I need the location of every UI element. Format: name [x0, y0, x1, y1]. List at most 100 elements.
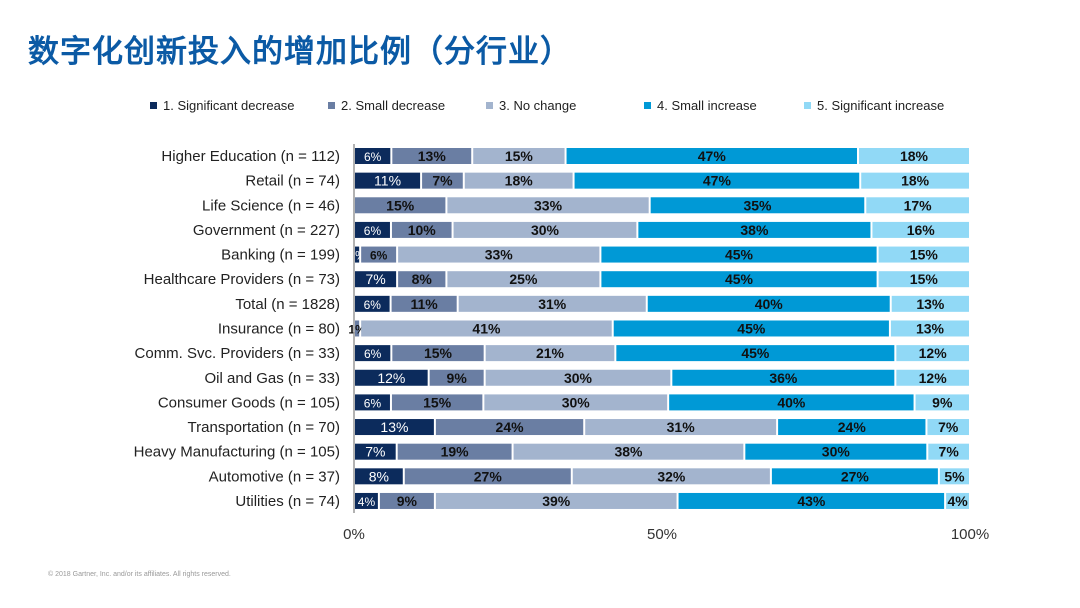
category-label: Utilities (n = 74) — [235, 493, 340, 510]
data-label: 33% — [534, 197, 563, 213]
data-label: 25% — [509, 271, 538, 287]
bar-segment — [647, 295, 890, 312]
bar-segment — [355, 320, 360, 337]
data-label: 32% — [657, 468, 686, 484]
bar-segment — [355, 148, 391, 164]
data-label: 18% — [901, 173, 930, 189]
bar-segment — [391, 295, 457, 312]
data-label: 13% — [418, 148, 447, 164]
bar-segment — [361, 246, 397, 263]
data-label: 16% — [907, 222, 936, 238]
x-tick-label: 0% — [343, 526, 365, 543]
data-label: 8% — [369, 468, 389, 484]
x-tick-label: 50% — [647, 526, 677, 543]
bar-segment — [355, 197, 446, 214]
legend-label: 4. Small increase — [657, 98, 757, 113]
data-label: 43% — [797, 493, 826, 509]
bar-segment — [473, 148, 565, 164]
category-label: Retail (n = 74) — [245, 173, 340, 190]
bar-segment — [447, 197, 649, 214]
bar-segment — [355, 295, 390, 312]
data-label: 6% — [364, 298, 382, 312]
data-label: 38% — [740, 222, 769, 238]
bar-segment — [866, 197, 969, 214]
bar-segment — [398, 246, 600, 263]
bar-segment — [355, 394, 390, 411]
category-label: Transportation (n = 70) — [188, 419, 340, 436]
data-label: 45% — [725, 271, 754, 287]
bar-segment — [422, 172, 463, 189]
data-label: 27% — [474, 468, 503, 484]
bar-segment — [355, 369, 428, 386]
legend-item: 5. Significant increase — [804, 98, 974, 113]
data-label: 31% — [538, 296, 567, 312]
data-label: 31% — [667, 419, 696, 435]
data-label: 15% — [505, 148, 534, 164]
legend-item: 4. Small increase — [644, 98, 804, 113]
data-label: 15% — [910, 271, 939, 287]
bar-segment — [878, 246, 969, 263]
data-label: 36% — [769, 370, 798, 386]
category-label: Healthcare Providers (n = 73) — [144, 271, 340, 288]
bar-segment — [616, 345, 895, 362]
bar-segment — [574, 172, 860, 189]
bar-segment — [745, 443, 927, 460]
bar-segment — [484, 394, 668, 411]
data-label: 35% — [743, 197, 772, 213]
data-label: 10% — [408, 222, 437, 238]
bar-segment — [939, 468, 969, 485]
bar-segment — [355, 468, 403, 485]
data-label: 9% — [932, 394, 953, 410]
data-label: 30% — [564, 370, 593, 386]
data-label: 21% — [536, 345, 565, 361]
bar-segment — [392, 345, 484, 362]
bar-segment — [398, 271, 446, 288]
bar-segment — [404, 468, 571, 485]
legend: 1. Significant decrease 2. Small decrease… — [150, 98, 974, 113]
data-label: 13% — [380, 419, 408, 435]
data-label: 15% — [423, 394, 452, 410]
category-label: Government (n = 227) — [193, 222, 340, 239]
bar-segment — [513, 443, 744, 460]
data-label: 45% — [741, 345, 770, 361]
bar-segment — [896, 369, 969, 386]
bar-segment — [891, 295, 969, 312]
data-label: 24% — [496, 419, 525, 435]
bar-segment — [391, 221, 452, 238]
bar-segment — [361, 320, 612, 337]
bar-segment — [355, 221, 390, 238]
data-label: 6% — [370, 249, 388, 263]
page-title: 数字化创新投入的增加比例（分行业） — [28, 34, 572, 70]
data-label: 24% — [838, 419, 867, 435]
bar-segment — [355, 492, 378, 509]
bar-segment — [872, 221, 969, 238]
data-label: 6% — [364, 150, 382, 164]
data-label: 13% — [916, 296, 945, 312]
copyright-footer: © 2018 Gartner, Inc. and/or its affiliat… — [48, 571, 231, 578]
bar-segment — [861, 172, 969, 189]
category-label: Consumer Goods (n = 105) — [158, 394, 340, 411]
bar-segment — [928, 443, 969, 460]
data-label: 47% — [698, 148, 727, 164]
data-label: 11% — [411, 296, 439, 312]
data-label: 4% — [947, 493, 968, 509]
bar-segment — [392, 148, 472, 164]
category-label: Heavy Manufacturing (n = 105) — [134, 444, 340, 461]
bar-segment — [896, 345, 969, 362]
bar-segment — [464, 172, 573, 189]
legend-item: 3. No change — [486, 98, 644, 113]
bar-segment — [778, 419, 926, 436]
bar-segment — [355, 172, 421, 189]
data-label: 38% — [614, 444, 643, 460]
data-label: 12% — [919, 370, 948, 386]
legend-label: 5. Significant increase — [817, 98, 945, 113]
bar-segment — [397, 443, 512, 460]
category-label: Insurance (n = 80) — [218, 320, 340, 337]
bar-segment — [379, 492, 434, 509]
bar-segment — [771, 468, 938, 485]
legend-label: 2. Small decrease — [341, 98, 446, 113]
bar-segment — [355, 271, 397, 288]
bar-segment — [447, 271, 600, 288]
data-label: 39% — [542, 493, 571, 509]
